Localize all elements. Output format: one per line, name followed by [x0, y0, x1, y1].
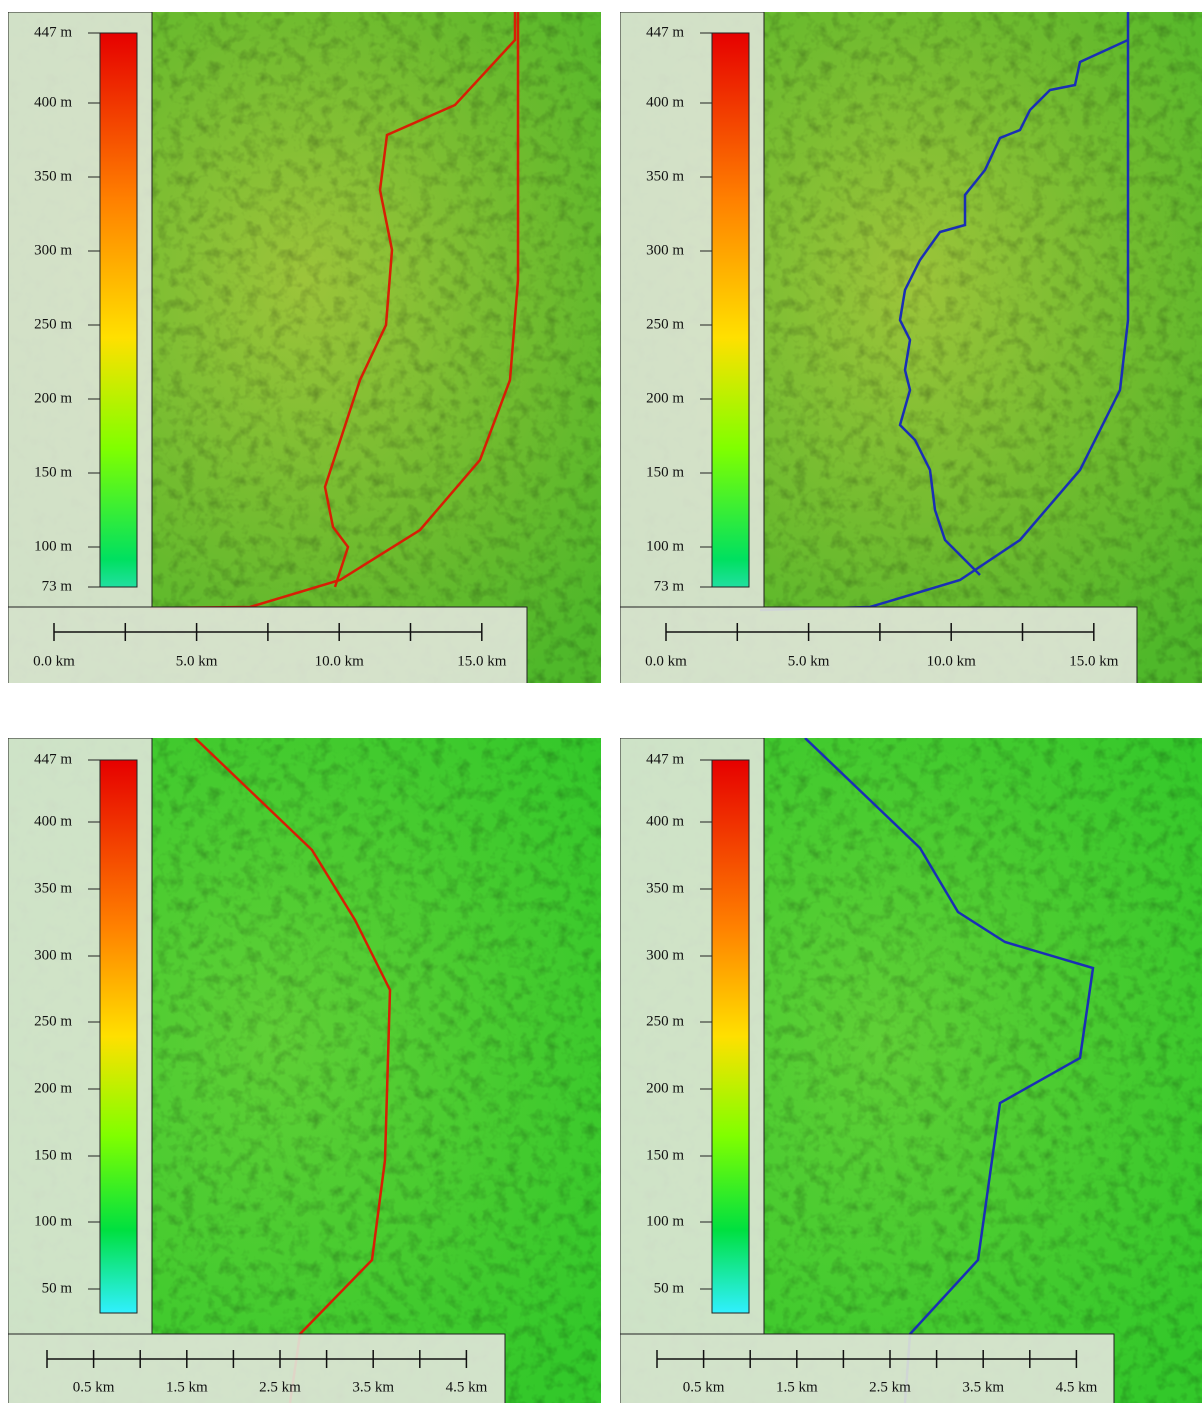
map-panel: 447 m 400 m 350 m 300 m 250 m 200 m 150 m 100 m…	[620, 12, 1202, 685]
scale-label: 0.5 km	[683, 1379, 725, 1395]
scale-label: 2.5 km	[869, 1379, 911, 1395]
scale-label: 2.5 km	[259, 1379, 301, 1395]
color-ramp	[712, 760, 749, 1313]
scale-label: 3.5 km	[962, 1379, 1004, 1395]
legend-label: 350 m	[34, 880, 72, 896]
legend-label: 100 m	[646, 1213, 684, 1229]
legend-label: 300 m	[34, 947, 72, 963]
map-content: 447 m 400 m 350 m 300 m 250 m 200 m 150 m 100 m…	[620, 12, 1202, 685]
scale-label: 4.5 km	[1056, 1379, 1098, 1395]
legend-label: 447 m	[34, 24, 72, 40]
legend-label: 150 m	[646, 1147, 684, 1163]
scale-label: 10.0 km	[315, 653, 365, 669]
scale-label: 1.5 km	[776, 1379, 818, 1395]
legend-label: 150 m	[34, 464, 72, 480]
color-ramp	[100, 760, 137, 1313]
legend-label: 250 m	[646, 316, 684, 332]
legend-label: 73 m	[654, 578, 685, 594]
legend-label: 400 m	[34, 813, 72, 829]
legend-label: 400 m	[646, 94, 684, 110]
legend-label: 100 m	[34, 538, 72, 554]
color-ramp	[712, 33, 749, 587]
scale-label: 4.5 km	[446, 1379, 488, 1395]
legend-label: 400 m	[646, 813, 684, 829]
legend-label: 150 m	[646, 464, 684, 480]
legend-label: 350 m	[646, 880, 684, 896]
legend-label: 400 m	[34, 94, 72, 110]
scale-label: 0.0 km	[33, 653, 75, 669]
scale-box	[620, 607, 1137, 685]
legend-label: 250 m	[646, 1013, 684, 1029]
legend-label: 50 m	[654, 1280, 685, 1296]
color-ramp	[100, 33, 137, 587]
scale-label: 15.0 km	[457, 653, 507, 669]
scale-label: 5.0 km	[176, 653, 218, 669]
map-panel: 447 m 400 m 350 m 300 m 250 m 200 m 150 m 100 m…	[8, 738, 601, 1403]
legend-label: 447 m	[34, 751, 72, 767]
legend-label: 100 m	[646, 538, 684, 554]
legend-label: 300 m	[34, 242, 72, 258]
map-content: 447 m 400 m 350 m 300 m 250 m 200 m 150 m 100 m…	[8, 738, 601, 1403]
legend-label: 200 m	[34, 390, 72, 406]
legend-label: 200 m	[646, 390, 684, 406]
legend-label: 50 m	[42, 1280, 73, 1296]
map-panel: 447 m 400 m 350 m 300 m 250 m 200 m 150 m 100 m…	[620, 738, 1202, 1403]
map-content: 447 m 400 m 350 m 300 m 250 m 200 m 150 m 100 m…	[620, 738, 1202, 1403]
legend-label: 73 m	[42, 578, 73, 594]
legend-label: 350 m	[646, 168, 684, 184]
scale-label: 3.5 km	[352, 1379, 394, 1395]
scale-label: 5.0 km	[788, 653, 830, 669]
legend-label: 100 m	[34, 1213, 72, 1229]
map-content: 447 m 400 m 350 m 300 m 250 m 200 m 150 m 100 m…	[8, 12, 601, 685]
legend-label: 200 m	[646, 1080, 684, 1096]
legend-label: 447 m	[646, 751, 684, 767]
legend-label: 447 m	[646, 24, 684, 40]
legend-label: 250 m	[34, 1013, 72, 1029]
scale-label: 1.5 km	[166, 1379, 208, 1395]
scale-box	[8, 607, 527, 685]
legend-label: 200 m	[34, 1080, 72, 1096]
scale-label: 10.0 km	[927, 653, 977, 669]
map-panel: 447 m 400 m 350 m 300 m 250 m 200 m 150 m 100 m…	[8, 12, 601, 685]
legend-label: 250 m	[34, 316, 72, 332]
scale-label: 0.0 km	[645, 653, 687, 669]
legend-label: 300 m	[646, 242, 684, 258]
scale-label: 0.5 km	[73, 1379, 115, 1395]
legend-label: 300 m	[646, 947, 684, 963]
legend-label: 350 m	[34, 168, 72, 184]
legend-label: 150 m	[34, 1147, 72, 1163]
map-page: 447 m 400 m 350 m 300 m 250 m 200 m 150 m 100 m…	[0, 0, 1202, 1403]
scale-label: 15.0 km	[1069, 653, 1119, 669]
